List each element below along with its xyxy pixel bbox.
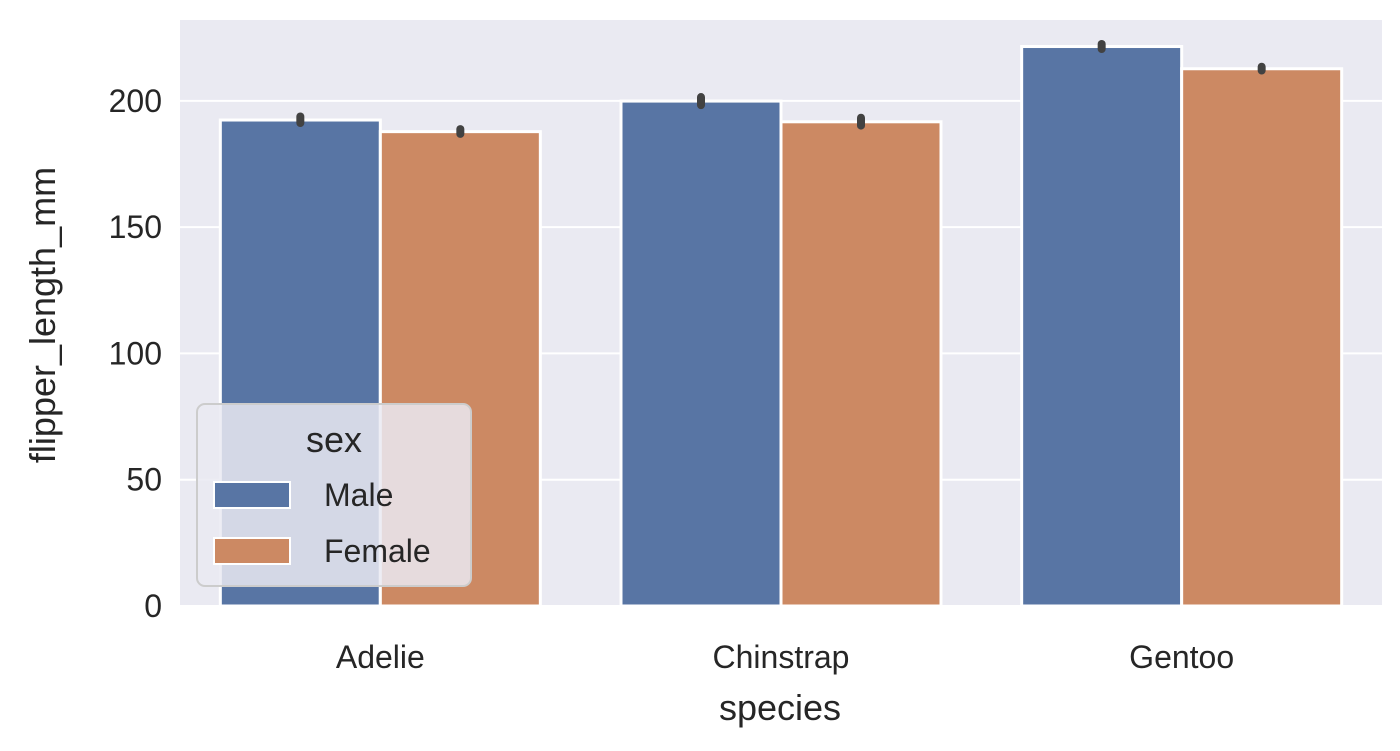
legend-swatch-female	[213, 537, 291, 565]
legend-swatch-male	[213, 481, 291, 509]
bars	[218, 45, 1344, 608]
x-tick-labels: Adelie Chinstrap Gentoo	[336, 639, 1234, 675]
y-tick-label: 150	[109, 209, 162, 245]
x-axis-label: species	[719, 687, 841, 728]
y-tick-labels: 0 50 100 150 200	[109, 83, 162, 624]
x-tick-label: Gentoo	[1129, 639, 1234, 675]
y-tick-label: 200	[109, 83, 162, 119]
legend-title: sex	[306, 419, 362, 460]
legend-label-female: Female	[324, 533, 431, 569]
x-tick-label: Chinstrap	[713, 639, 850, 675]
legend: sex Male Female	[196, 403, 472, 587]
bar-female-chinstrap	[779, 120, 943, 608]
error-bars	[296, 39, 1266, 138]
y-tick-label: 0	[144, 588, 162, 624]
x-tick-label: Adelie	[336, 639, 425, 675]
bar-female-gentoo	[1180, 67, 1344, 608]
bar-male-gentoo	[1020, 45, 1184, 608]
y-tick-label: 50	[126, 462, 162, 498]
y-tick-label: 100	[109, 335, 162, 371]
y-axis-label: flipper_length_mm	[22, 167, 63, 463]
bar-male-chinstrap	[619, 99, 783, 608]
legend-label-male: Male	[324, 477, 393, 513]
